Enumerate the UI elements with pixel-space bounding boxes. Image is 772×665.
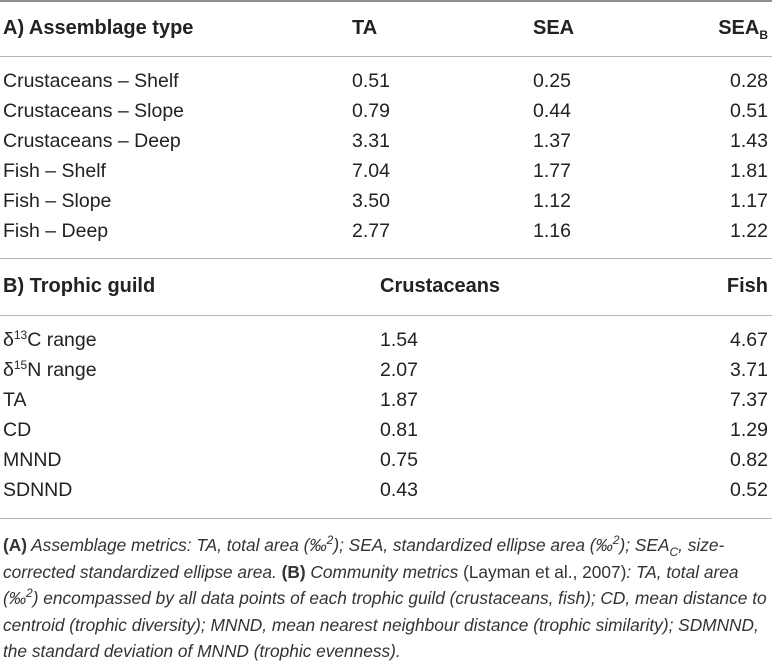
section-b-header: B) Trophic guild Crustaceans Fish [0,271,772,301]
table-row: MNND 0.75 0.82 [0,445,772,475]
col-sea-header: SEA [533,17,575,39]
table-row: Crustaceans – Deep 3.31 1.37 1.43 [0,126,772,156]
ta-value: 2.77 [352,220,390,242]
crustaceans-value: 1.87 [380,389,418,411]
citation-link[interactable]: (Layman et al., 2007) [463,561,627,582]
table-top-rule [0,0,772,2]
row-label: Crustaceans – Shelf [3,70,179,92]
section-b-header-rule [0,315,772,316]
section-a-header: A) Assemblage type TA SEA SEAB [0,13,772,43]
footnote-b-label: (B) [281,561,306,582]
table-row: TA 1.87 7.37 [0,385,772,415]
col-crustaceans-header: Crustaceans [380,275,501,297]
sea-value: 0.44 [533,100,571,122]
col-seab-header: SEAB [718,17,768,42]
row-label: Crustaceans – Slope [3,100,185,122]
row-label: CD [3,419,32,441]
ta-value: 7.04 [352,160,390,182]
footnote-a-label: (A) [3,535,27,555]
table-row: Fish – Shelf 7.04 1.77 1.81 [0,156,772,186]
row-label: δ15N range [3,358,97,381]
section-b-title: B) Trophic guild [3,275,156,297]
fish-value: 4.67 [730,329,768,351]
crustaceans-value: 2.07 [380,359,418,381]
table-row: CD 0.81 1.29 [0,415,772,445]
sea-value: 0.25 [533,70,571,92]
table-bottom-rule [0,518,772,519]
table-row: SDNND 0.43 0.52 [0,475,772,505]
crustaceans-value: 0.43 [380,479,418,501]
row-label: TA [3,389,27,411]
table-footnote: (A) Assemblage metrics: TA, total area (… [3,533,767,661]
fish-value: 7.37 [730,389,768,411]
ta-value: 3.50 [352,190,390,212]
table-row: Fish – Slope 3.50 1.12 1.17 [0,186,772,216]
sea-value: 1.16 [533,220,571,242]
fish-value: 3.71 [730,359,768,381]
seab-value: 0.51 [730,100,768,122]
table-row: Crustaceans – Slope 0.79 0.44 0.51 [0,96,772,126]
section-divider-rule [0,258,772,259]
fish-value: 0.82 [730,449,768,471]
ta-value: 0.51 [352,70,390,92]
col-fish-header: Fish [726,275,768,297]
row-label: MNND [3,449,62,471]
section-a-title: A) Assemblage type [3,17,194,39]
row-label: SDNND [3,479,73,501]
seab-value: 1.43 [730,130,768,152]
ta-value: 0.79 [352,100,390,122]
row-label: Crustaceans – Deep [3,130,181,152]
fish-value: 0.52 [730,479,768,501]
seab-value: 1.22 [730,220,768,242]
row-label: Fish – Slope [3,190,112,212]
row-label: Fish – Shelf [3,160,106,182]
table-row: δ13C range 1.54 4.67 [0,325,772,355]
col-ta-header: TA [352,17,378,39]
seab-value: 1.17 [730,190,768,212]
fish-value: 1.29 [730,419,768,441]
crustaceans-value: 1.54 [380,329,418,351]
sea-value: 1.77 [533,160,571,182]
ta-value: 3.31 [352,130,390,152]
crustaceans-value: 0.75 [380,449,418,471]
crustaceans-value: 0.81 [380,419,418,441]
sea-value: 1.37 [533,130,571,152]
seab-value: 1.81 [730,160,768,182]
table-row: Fish – Deep 2.77 1.16 1.22 [0,216,772,246]
seab-value: 0.28 [730,70,768,92]
sea-value: 1.12 [533,190,571,212]
table-row: Crustaceans – Shelf 0.51 0.25 0.28 [0,66,772,96]
table-row: δ15N range 2.07 3.71 [0,355,772,385]
row-label: δ13C range [3,328,97,351]
section-a-header-rule [0,56,772,57]
row-label: Fish – Deep [3,220,109,242]
